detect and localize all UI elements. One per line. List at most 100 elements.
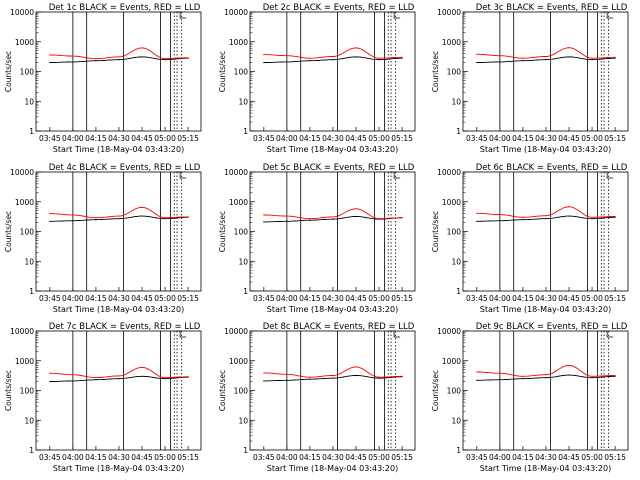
lld-point [118, 375, 120, 377]
lld-point [286, 215, 288, 217]
x-tick-label: 04:15 [85, 294, 107, 303]
y-tick-label: 1 [29, 287, 34, 296]
x-tick-label: 04:45 [131, 134, 153, 143]
events-point [522, 219, 524, 221]
step-indicator [390, 11, 401, 19]
y-tick-label: 100 [234, 68, 249, 77]
events-point [332, 59, 334, 61]
plot-frame [249, 171, 416, 292]
events-point [72, 61, 74, 63]
chart-title: Det 4c BLACK = Events, RED = LLD [49, 163, 201, 173]
x-axis-label: Start Time (18-May-04 03:43:20) [53, 305, 184, 314]
events-point [614, 216, 616, 218]
lld-point [378, 57, 380, 59]
lld-point [401, 217, 403, 219]
lld-point [522, 57, 524, 59]
lld-point [545, 55, 547, 58]
y-tick-label: 1000 [442, 198, 461, 207]
x-tick-label: 05:15 [391, 134, 413, 143]
x-tick-label: 04:15 [299, 294, 321, 303]
events-point [286, 61, 288, 63]
events-point [332, 218, 334, 220]
x-tick-label: 05:15 [604, 294, 626, 303]
lld-point [522, 375, 524, 377]
y-tick-label: 10000 [437, 168, 461, 177]
y-tick-label: 1 [29, 127, 34, 136]
y-axis-label: Counts/sec [4, 370, 13, 411]
events-point [591, 218, 593, 220]
lld-point [187, 376, 189, 378]
x-tick-label: 03:45 [466, 453, 488, 462]
lld-point [72, 374, 74, 376]
plot-frame [462, 11, 629, 132]
events-point [49, 380, 51, 383]
y-tick-label: 100 [20, 68, 35, 77]
step-indicator [176, 330, 187, 338]
plot-frame [462, 171, 629, 292]
events-point [72, 380, 74, 382]
x-tick-label: 03:45 [466, 294, 488, 303]
chart-panel-6: Det 6c BLACK = Events, RED = LLD 1 10 100 10… [431, 163, 629, 314]
events-point [141, 215, 143, 217]
x-tick-label: 04:00 [276, 453, 298, 462]
x-tick-label: 03:45 [253, 453, 275, 462]
chart-panel-7: Det 7c BLACK = Events, RED = LLD 1 10 100 10… [4, 322, 202, 473]
x-tick-label: 05:00 [154, 453, 176, 462]
y-tick-label: 10000 [10, 327, 34, 336]
lld-point [95, 58, 97, 60]
chart-panel-5: Det 5c BLACK = Events, RED = LLD 1 10 100 10… [218, 163, 416, 314]
events-point [164, 378, 166, 380]
lld-point [355, 208, 357, 210]
x-tick-label: 03:45 [39, 134, 61, 143]
lld-point [355, 47, 357, 49]
y-tick-label: 100 [447, 387, 462, 396]
lld-point [499, 55, 501, 57]
lld-point [378, 376, 380, 378]
y-tick-label: 100 [20, 387, 35, 396]
events-point [263, 61, 265, 64]
lld-point [476, 212, 478, 214]
y-tick-label: 100 [447, 68, 462, 77]
y-axis-label: Counts/sec [218, 211, 227, 252]
y-tick-label: 100 [234, 387, 249, 396]
chart-title: Det 5c BLACK = Events, RED = LLD [263, 163, 415, 173]
lld-point [614, 215, 616, 218]
plot-frame [35, 330, 202, 451]
x-tick-label: 04:00 [489, 134, 511, 143]
events-point [499, 61, 501, 63]
x-tick-label: 04:00 [276, 134, 298, 143]
lld-point [568, 206, 570, 208]
events-point [522, 378, 524, 380]
y-tick-label: 10 [451, 416, 461, 425]
events-point [164, 218, 166, 220]
events-point [401, 57, 403, 59]
step-indicator [603, 171, 614, 179]
x-tick-label: 04:45 [131, 453, 153, 462]
x-tick-label: 04:45 [558, 294, 580, 303]
y-tick-label: 10 [451, 97, 461, 106]
lld-point [187, 216, 189, 218]
lld-point [263, 372, 265, 374]
x-tick-label: 05:15 [177, 453, 199, 462]
lld-point [591, 216, 593, 218]
lld-point [499, 213, 501, 216]
x-tick-label: 05:00 [581, 294, 603, 303]
x-axis-label: Start Time (18-May-04 03:43:20) [267, 464, 398, 473]
lld-point [49, 212, 51, 215]
events-point [309, 60, 311, 62]
chart-panel-4: Det 4c BLACK = Events, RED = LLD 1 10 100 10… [4, 163, 202, 314]
lld-point [309, 218, 311, 220]
y-tick-label: 1 [243, 287, 248, 296]
events-point [568, 56, 570, 58]
y-axis-label: Counts/sec [4, 51, 13, 92]
chart-panel-1: Det 1c BLACK = Events, RED = LLD 1 10 100 10… [4, 3, 202, 154]
x-tick-label: 04:30 [322, 453, 344, 462]
events-point [545, 377, 547, 379]
lld-point [332, 374, 334, 377]
events-point [545, 59, 547, 61]
lld-point [401, 56, 403, 58]
x-tick-label: 03:45 [39, 453, 61, 462]
events-point [49, 61, 51, 64]
chart-title: Det 7c BLACK = Events, RED = LLD [49, 322, 201, 332]
